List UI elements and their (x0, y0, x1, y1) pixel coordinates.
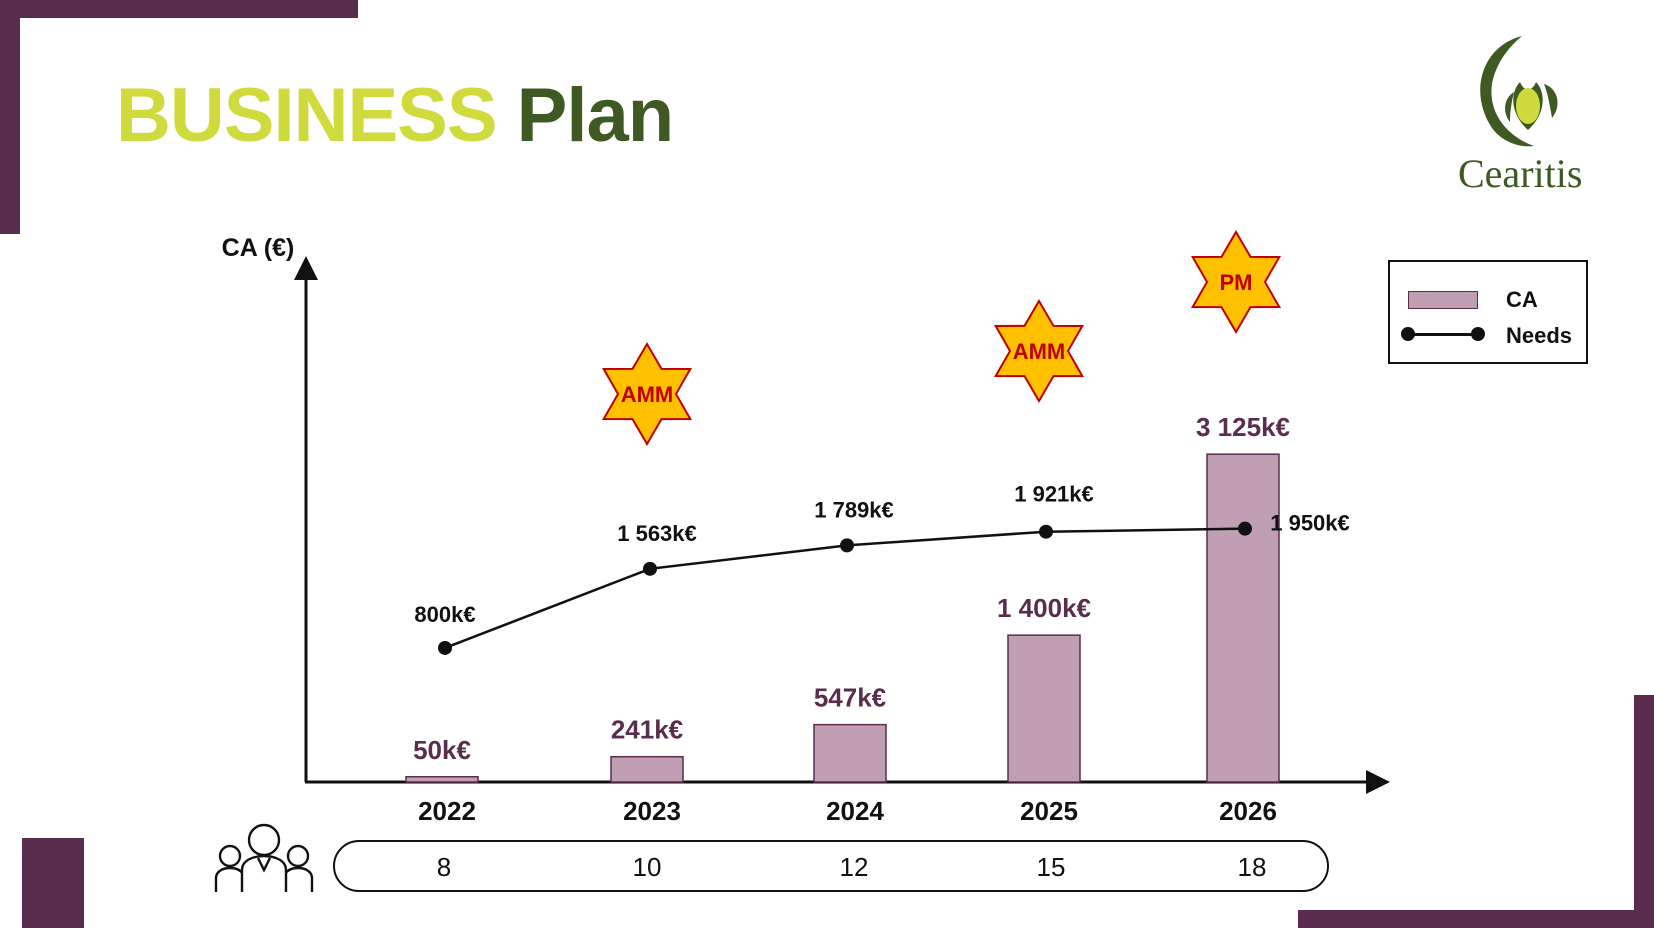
bar-ca-2022 (405, 776, 479, 783)
legend-label-ca: CA (1506, 287, 1538, 312)
legend-dot-right (1471, 327, 1485, 341)
star-label-pm-2026: PM (1220, 270, 1253, 295)
chart-legend: CA Needs (1388, 260, 1588, 364)
needs-point-2025 (1039, 524, 1053, 539)
bar-label-ca-2024: 547k€ (814, 683, 886, 713)
page-title: BUSINESS Plan (116, 72, 674, 159)
staff-count-2022: 8 (436, 852, 452, 882)
bar-ca-2026 (1206, 453, 1280, 783)
staff-count-row (333, 840, 1329, 892)
bar-label-ca-2025: 1 400k€ (997, 593, 1091, 623)
staff-count-2023: 10 (632, 852, 662, 882)
needs-label-2023: 1 563k€ (617, 521, 697, 546)
legend-swatch-needs (1408, 333, 1478, 336)
needs-label-2026: 1 950k€ (1270, 511, 1350, 536)
star-pm-2026 (1190, 230, 1282, 334)
needs-label-2024: 1 789k€ (814, 497, 894, 522)
bar-ca-2025 (1007, 634, 1081, 783)
deco-bar-right (1634, 695, 1654, 928)
x-tick-2026: 2026 (1219, 796, 1277, 826)
needs-point-2024 (840, 538, 854, 553)
bar-ca-2023 (610, 755, 684, 783)
staff-count-2024: 12 (839, 852, 869, 882)
needs-point-2026 (1238, 521, 1252, 536)
bar-label-ca-2023: 241k€ (611, 715, 683, 745)
bar-label-ca-2022: 50k€ (413, 735, 471, 765)
legend-dot-left (1401, 327, 1415, 341)
staff-count-2026: 18 (1237, 852, 1267, 882)
star-amm-2023 (601, 342, 693, 446)
title-word-business: BUSINESS (116, 73, 498, 158)
needs-point-2022 (438, 640, 452, 655)
bar-ca-2024 (813, 723, 887, 783)
star-label-amm-2023: AMM (621, 382, 674, 407)
x-tick-2023: 2023 (623, 796, 681, 826)
deco-block-bottom-left (22, 838, 84, 928)
staff-count-2025: 15 (1036, 852, 1066, 882)
star-amm-2025 (993, 299, 1085, 403)
legend-label-needs: Needs (1506, 323, 1573, 348)
title-word-plan: Plan (516, 73, 674, 158)
deco-bar-top (0, 0, 358, 18)
x-tick-2024: 2024 (826, 796, 884, 826)
deco-bar-bottom (1298, 910, 1654, 928)
deco-bar-left (0, 0, 20, 234)
needs-label-2022: 800k€ (414, 602, 475, 627)
needs-label-2025: 1 921k€ (1014, 482, 1094, 507)
needs-point-2023 (643, 561, 657, 576)
people-group-icon (214, 823, 314, 892)
x-tick-2025: 2025 (1020, 796, 1078, 826)
star-label-amm-2025: AMM (1013, 339, 1066, 364)
bar-label-ca-2026: 3 125k€ (1196, 412, 1290, 442)
legend-swatch-ca (1408, 291, 1478, 309)
cearitis-logo-icon (1480, 36, 1558, 147)
x-tick-2022: 2022 (418, 796, 476, 826)
y-axis-label: CA (€) (222, 234, 295, 262)
logo-wordmark: Cearitis (1458, 151, 1583, 196)
